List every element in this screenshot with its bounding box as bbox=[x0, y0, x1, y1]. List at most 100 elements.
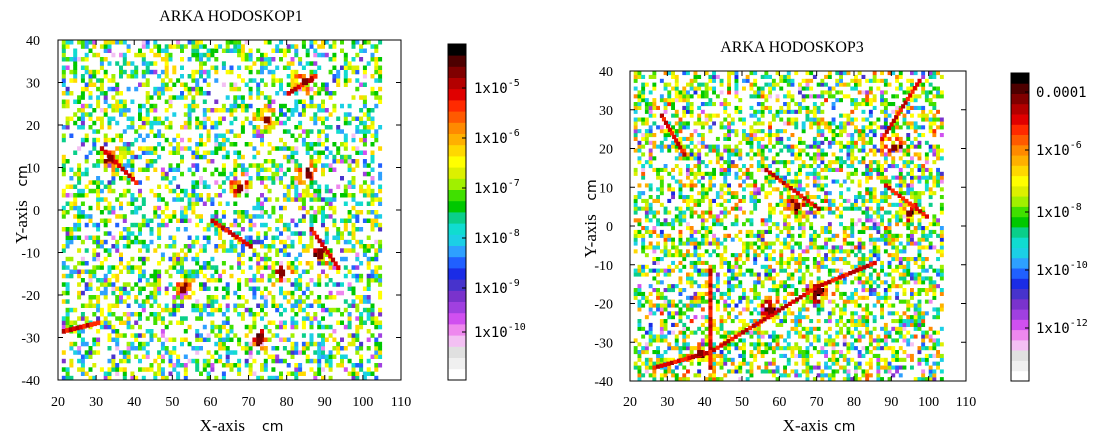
heatmap-cell bbox=[768, 295, 772, 300]
heatmap-cell bbox=[275, 197, 280, 202]
heatmap-cell bbox=[244, 103, 249, 109]
heatmap-cell bbox=[80, 193, 85, 198]
heatmap-cell bbox=[370, 159, 375, 164]
heatmap-cell bbox=[783, 109, 787, 114]
heatmap-cell bbox=[738, 369, 743, 374]
heatmap-cell bbox=[61, 99, 66, 104]
heatmap-cell bbox=[689, 276, 694, 281]
heatmap-cell bbox=[734, 260, 739, 265]
heatmap-cell bbox=[164, 375, 169, 381]
heatmap-cell bbox=[206, 69, 211, 75]
heatmap-cell bbox=[176, 40, 181, 45]
heatmap-cell bbox=[244, 324, 249, 330]
heatmap-cell bbox=[700, 160, 705, 165]
heatmap-cell bbox=[286, 261, 291, 266]
heatmap-cell bbox=[321, 307, 325, 313]
heatmap-cell bbox=[704, 82, 709, 87]
heatmap-cell bbox=[648, 148, 653, 153]
heatmap-cell bbox=[294, 167, 299, 172]
heatmap-cell bbox=[111, 167, 116, 172]
heatmap-cell bbox=[742, 133, 746, 138]
heatmap-cell bbox=[801, 249, 806, 254]
heatmap-cell bbox=[359, 244, 364, 249]
heatmap-cell bbox=[648, 284, 653, 289]
heatmap-cell bbox=[263, 231, 268, 236]
heatmap-cell bbox=[700, 144, 705, 149]
heatmap-cell bbox=[764, 253, 769, 258]
heatmap-cell bbox=[141, 354, 146, 359]
heatmap-cell bbox=[77, 205, 82, 211]
heatmap-cell bbox=[313, 218, 318, 223]
heatmap-cell bbox=[749, 319, 754, 324]
heatmap-cell bbox=[183, 269, 188, 274]
heatmap-cell bbox=[756, 164, 761, 169]
heatmap-cell bbox=[313, 316, 318, 321]
heatmap-cell bbox=[309, 142, 314, 147]
heatmap-cell bbox=[786, 148, 791, 153]
heatmap-cell bbox=[73, 222, 78, 228]
heatmap-cell bbox=[260, 307, 264, 313]
heatmap-cell bbox=[771, 330, 776, 335]
heatmap-cell bbox=[678, 171, 683, 176]
heatmap-cell bbox=[667, 102, 672, 107]
heatmap-cell bbox=[768, 133, 772, 138]
heatmap-cell bbox=[180, 363, 184, 368]
heatmap-cell bbox=[801, 369, 806, 374]
heatmap-cell bbox=[294, 103, 299, 109]
heatmap-cell bbox=[286, 244, 291, 249]
heatmap-cell bbox=[141, 116, 146, 121]
heatmap-cell bbox=[80, 358, 85, 364]
heatmap-cell bbox=[738, 377, 743, 382]
heatmap-cell bbox=[648, 129, 653, 134]
heatmap-cell bbox=[678, 206, 683, 211]
heatmap-cell bbox=[700, 121, 705, 126]
heatmap-cell bbox=[355, 329, 360, 334]
heatmap-cell bbox=[180, 197, 184, 202]
heatmap-cell bbox=[141, 239, 146, 245]
heatmap-cell bbox=[738, 152, 743, 157]
heatmap-cell bbox=[786, 191, 791, 196]
heatmap-cell bbox=[723, 307, 728, 312]
heatmap-cell bbox=[697, 117, 702, 122]
heatmap-cell bbox=[126, 303, 131, 308]
heatmap-cell bbox=[267, 244, 272, 249]
heatmap-cell bbox=[336, 69, 341, 75]
heatmap-cell bbox=[659, 330, 664, 335]
heatmap-cell bbox=[195, 201, 200, 206]
heatmap-cell bbox=[336, 363, 341, 368]
hotspot-cell bbox=[279, 269, 286, 277]
heatmap-cell bbox=[700, 187, 705, 192]
heatmap-cell bbox=[145, 69, 150, 75]
heatmap-cell bbox=[764, 98, 769, 103]
heatmap-cell bbox=[760, 156, 765, 161]
heatmap-cell bbox=[663, 206, 668, 211]
heatmap-cell bbox=[221, 312, 226, 317]
heatmap-cell bbox=[221, 286, 226, 291]
heatmap-cell bbox=[153, 286, 158, 291]
heatmap-cell bbox=[704, 226, 709, 231]
heatmap-cell bbox=[317, 303, 322, 308]
heatmap-cell bbox=[65, 239, 70, 245]
heatmap-cell bbox=[328, 295, 333, 300]
heatmap-cell bbox=[164, 205, 169, 211]
heatmap-cell bbox=[343, 227, 348, 232]
heatmap-cell bbox=[756, 109, 761, 114]
heatmap-cell bbox=[790, 257, 795, 262]
heatmap-cell bbox=[760, 245, 765, 250]
heatmap-cell bbox=[727, 121, 731, 126]
colorbar-tick-label: 1x10-6 bbox=[474, 128, 520, 147]
heatmap-cell bbox=[648, 183, 653, 188]
heatmap-cell bbox=[798, 222, 802, 227]
heatmap-cell bbox=[298, 239, 303, 245]
heatmap-cell bbox=[790, 144, 795, 149]
heatmap-cell bbox=[682, 214, 687, 219]
heatmap-cell bbox=[697, 214, 702, 219]
heatmap-cell bbox=[756, 129, 761, 134]
heatmap-cell bbox=[168, 337, 173, 342]
heatmap-cell bbox=[708, 175, 713, 180]
heatmap-cell bbox=[233, 193, 238, 198]
heatmap-cell bbox=[786, 195, 791, 200]
heatmap-cell bbox=[374, 316, 379, 321]
heatmap-cell bbox=[374, 57, 379, 62]
